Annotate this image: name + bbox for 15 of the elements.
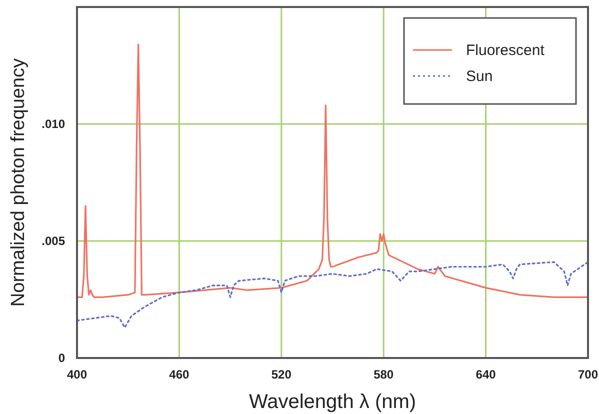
x-tick-label: 400 [66, 368, 88, 382]
y-axis-title: Normalized photon frequency [8, 58, 29, 307]
x-tick-label: 580 [374, 368, 394, 382]
legend-label: Fluorescent [466, 42, 546, 59]
line-series [76, 261, 589, 328]
x-tick-label: 460 [169, 368, 190, 382]
x-tick-label: 640 [476, 368, 496, 382]
y-tick-label: .010 [42, 116, 66, 131]
y-tick-label: .005 [42, 234, 66, 248]
x-tick-label: 520 [271, 368, 292, 382]
x-axis-title: Wavelength λ (nm) [248, 391, 416, 413]
legend-label: Sun [466, 68, 493, 85]
y-tick-label: 0 [58, 350, 66, 365]
x-tick-label: 700 [578, 368, 598, 382]
line-series [76, 44, 589, 298]
